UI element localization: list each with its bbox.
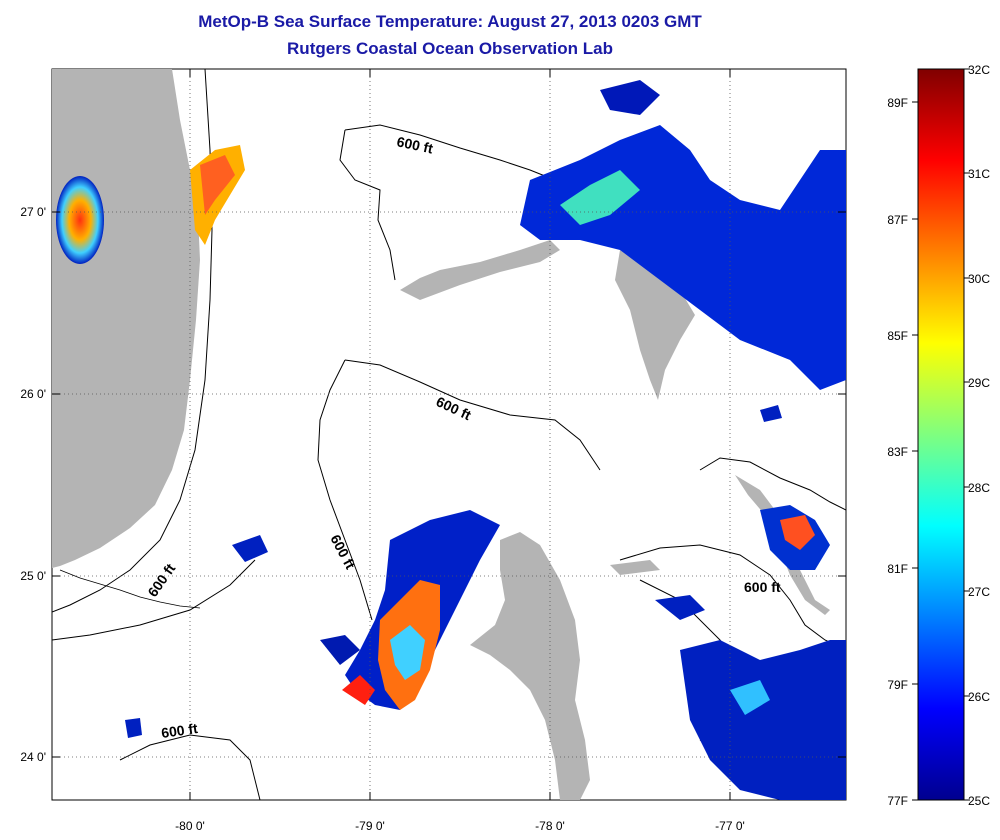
colorbar-celsius-label: 25C bbox=[968, 794, 990, 808]
grand-bahama-land bbox=[400, 240, 560, 300]
axis-ticks bbox=[52, 69, 846, 800]
y-tick-label: 24 0' bbox=[20, 750, 46, 764]
isobath-label: 600 ft bbox=[160, 720, 199, 741]
colorbar-fahrenheit-label: 77F bbox=[887, 794, 908, 808]
isobath-label: 600 ft bbox=[744, 579, 781, 595]
colorbar-fahrenheit-label: 85F bbox=[887, 329, 908, 343]
colorbar-celsius-label: 27C bbox=[968, 585, 990, 599]
small-island bbox=[610, 560, 660, 575]
colorbar-ticks bbox=[912, 68, 970, 801]
x-tick-label: -80 0' bbox=[175, 819, 205, 833]
colorbar-celsius-label: 31C bbox=[968, 167, 990, 181]
map-title: MetOp-B Sea Surface Temperature: August … bbox=[198, 12, 702, 31]
sst-data-patches bbox=[56, 80, 846, 800]
y-tick-label: 27 0' bbox=[20, 205, 46, 219]
x-tick-label: -78 0' bbox=[535, 819, 565, 833]
colorbar-celsius-label: 26C bbox=[968, 690, 990, 704]
colorbar-celsius-label: 28C bbox=[968, 481, 990, 495]
colorbar-fahrenheit-label: 81F bbox=[887, 562, 908, 576]
y-tick-label: 26 0' bbox=[20, 387, 46, 401]
map-subtitle: Rutgers Coastal Ocean Observation Lab bbox=[287, 39, 613, 58]
colorbar-fahrenheit-label: 87F bbox=[887, 213, 908, 227]
x-tick-label: -77 0' bbox=[715, 819, 745, 833]
andros-land bbox=[470, 532, 590, 800]
colorbar-fahrenheit-label: 89F bbox=[887, 96, 908, 110]
colorbar bbox=[917, 68, 965, 801]
colorbar-fahrenheit-label: 79F bbox=[887, 678, 908, 692]
colorbar-fahrenheit-label: 83F bbox=[887, 445, 908, 459]
isobath-label: 600 ft bbox=[395, 133, 434, 156]
colorbar-celsius-label: 30C bbox=[968, 272, 990, 286]
y-tick-label: 25 0' bbox=[20, 569, 46, 583]
x-tick-label: -79 0' bbox=[355, 819, 385, 833]
colorbar-celsius-label: 29C bbox=[968, 376, 990, 390]
colorbar-celsius-label: 32C bbox=[968, 63, 990, 77]
florida-keys bbox=[59, 569, 201, 609]
graticule bbox=[52, 69, 846, 800]
